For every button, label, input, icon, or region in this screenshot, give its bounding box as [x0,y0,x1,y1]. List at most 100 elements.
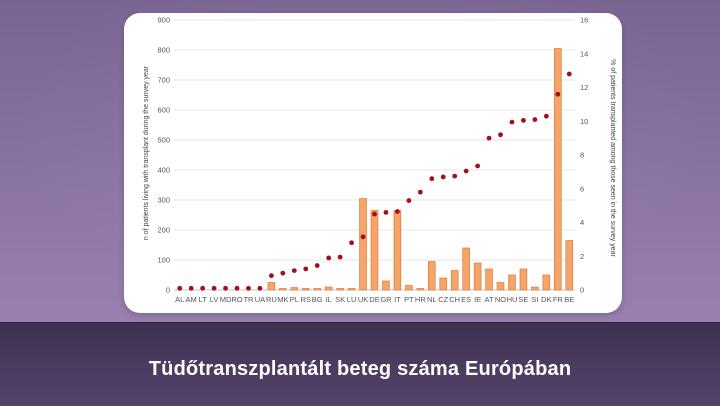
bar [336,288,344,291]
bar [301,288,310,291]
x-tick-label: MD [220,295,232,304]
bar [427,261,436,291]
marker-point [521,118,526,123]
bar [290,287,299,291]
bar [519,268,528,291]
marker-point [360,234,366,240]
marker-point [395,209,400,214]
marker-point [543,113,549,119]
marker-point [417,189,423,195]
x-tick-label: AT [485,295,494,304]
right-tick-label: 16 [580,16,588,25]
bar [313,288,322,291]
marker-point [234,285,240,291]
x-tick-label: SE [518,295,528,304]
x-tick-label: SK [335,295,345,304]
bar [324,286,333,291]
marker-point [349,240,354,246]
x-tick-label: SI [531,295,538,304]
bar [370,210,379,291]
x-tick-label: RU [266,295,277,304]
marker-point [532,117,538,122]
bar [347,288,356,291]
marker-point [188,285,194,291]
marker-point [223,285,228,291]
bar [279,288,287,291]
bar-series [267,48,574,291]
x-tick-label: LV [210,295,219,304]
left-tick-label: 500 [157,136,170,145]
bar [405,285,413,291]
x-tick-label: GR [380,295,392,304]
x-tick-label: BE [564,295,574,304]
marker-point [440,174,446,180]
x-tick-label: UK [358,295,368,304]
x-tick-label: DE [369,295,379,304]
x-tick-label: HU [507,295,518,304]
bar [565,240,574,291]
bar [542,274,551,291]
marker-point [303,266,309,272]
bar [496,282,505,291]
marker-point [211,285,217,291]
bar [393,210,402,291]
x-tick-label: BG [312,295,323,304]
marker-point [406,198,412,203]
marker-point [555,91,561,97]
y-axis-label: n of patients living with transplant dur… [143,65,150,240]
x-tick-label: CZ [438,295,448,304]
marker-point [509,119,515,125]
right-tick-label: 2 [580,252,584,261]
bar [382,280,390,291]
marker-point [372,211,377,217]
x-tick-label: DK [541,295,551,304]
x-tick-label: NL [427,295,437,304]
bar [267,282,276,291]
marker-point [200,285,206,291]
bar [473,262,482,291]
x-tick-label: HR [415,295,426,304]
bar [508,274,516,291]
x-tick-label: FR [553,295,564,304]
marker-point [314,263,320,268]
x-tick-label: IL [326,295,332,304]
x-tick-label: LU [347,295,357,304]
bar [554,48,562,291]
left-tick-label: 600 [157,106,170,115]
bar [531,286,539,291]
right-tick-label: 6 [580,184,584,193]
x-tick-label: IT [394,295,401,304]
right-tick-label: 8 [580,151,584,160]
marker-point [383,209,389,215]
right-tick-label: 4 [580,218,584,227]
right-tick-label: 0 [580,286,584,295]
marker-point [498,132,503,138]
combo-chart: 0 100 200 300 400 500 600 700 800 900 0 2 4 6 8 10 12 14… [143,16,616,305]
bar [359,198,367,291]
marker-point [291,268,297,273]
marker-point [177,285,183,291]
x-tick-label: TR [243,295,254,304]
x-axis-ticks: AL AM LT LV MD RO TR UA RU MK PL RS BG IL SK LU UK DE GR IT… [175,295,574,304]
x-tick-label: MK [277,295,288,304]
bar [450,270,459,291]
marker-point [475,163,481,169]
x-tick-label: AM [186,295,197,304]
marker-point [486,135,492,141]
left-tick-label: 700 [157,76,170,85]
right-tick-label: 14 [580,49,588,58]
left-tick-label: 200 [157,226,170,235]
footer-band [0,322,720,406]
y2-axis-label: % of patients transplanted among those s… [609,59,616,257]
x-tick-label: UA [255,295,265,304]
marker-point [463,168,469,174]
x-tick-label: RS [301,295,311,304]
x-tick-label: ES [461,295,471,304]
x-tick-label: AL [175,295,184,304]
marker-point [566,71,572,77]
x-tick-label: NO [495,295,506,304]
bar [485,268,493,291]
left-tick-label: 900 [157,16,170,25]
marker-point [326,255,332,261]
marker-point [257,285,263,291]
